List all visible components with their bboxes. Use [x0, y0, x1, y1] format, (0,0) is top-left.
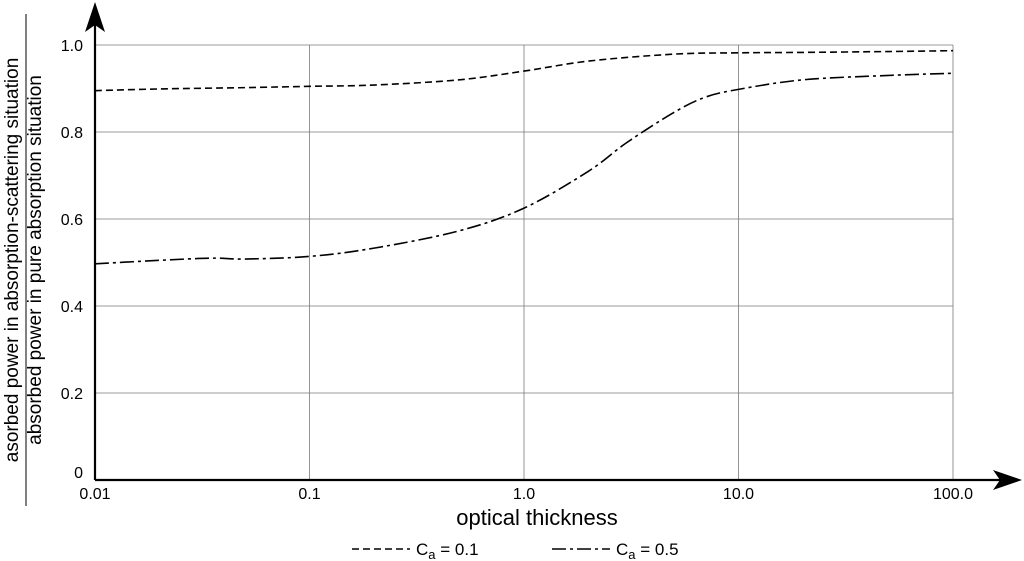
x-tick-label: 0.1 — [298, 486, 320, 503]
y-tick-label: 0.2 — [61, 386, 83, 403]
x-tick-label: 1.0 — [513, 486, 535, 503]
y-axis-arrow-icon — [85, 2, 105, 32]
x-tick-label: 100.0 — [933, 486, 973, 503]
y-axis-label: asorbed power in absorption-scattering s… — [2, 14, 46, 506]
y-tick-label: 1.0 — [61, 38, 83, 55]
x-tick-label: 10.0 — [723, 486, 754, 503]
legend-item-2: Ca = 0.5 — [552, 540, 679, 561]
tick-labels: 0.01 0.1 1.0 10.0 100.0 0 0.2 0.4 0.6 0.8 1.0 — [61, 38, 973, 503]
legend-label: Ca = 0.5 — [616, 540, 679, 561]
axes — [85, 2, 1022, 490]
y-axis-label-denominator: absorbed power in pure absorption situat… — [25, 75, 46, 445]
series-line-2 — [94, 72, 954, 265]
y-tick-label: 0 — [74, 465, 83, 482]
series-line-1 — [94, 49, 954, 92]
y-tick-label: 0.4 — [61, 299, 83, 316]
legend-item-1: Ca = 0.1 — [352, 540, 479, 561]
x-axis-arrow-icon — [993, 470, 1022, 490]
x-axis-label: optical thickness — [456, 505, 617, 530]
plot-area — [94, 49, 954, 265]
y-axis-label-numerator: asorbed power in absorption-scattering s… — [2, 58, 23, 463]
legend-label: Ca = 0.1 — [416, 540, 479, 561]
grid — [95, 44, 954, 480]
legend: Ca = 0.1 Ca = 0.5 — [352, 540, 679, 561]
x-tick-label: 0.01 — [79, 486, 110, 503]
y-tick-label: 0.8 — [61, 125, 83, 142]
y-tick-label: 0.6 — [61, 212, 83, 229]
